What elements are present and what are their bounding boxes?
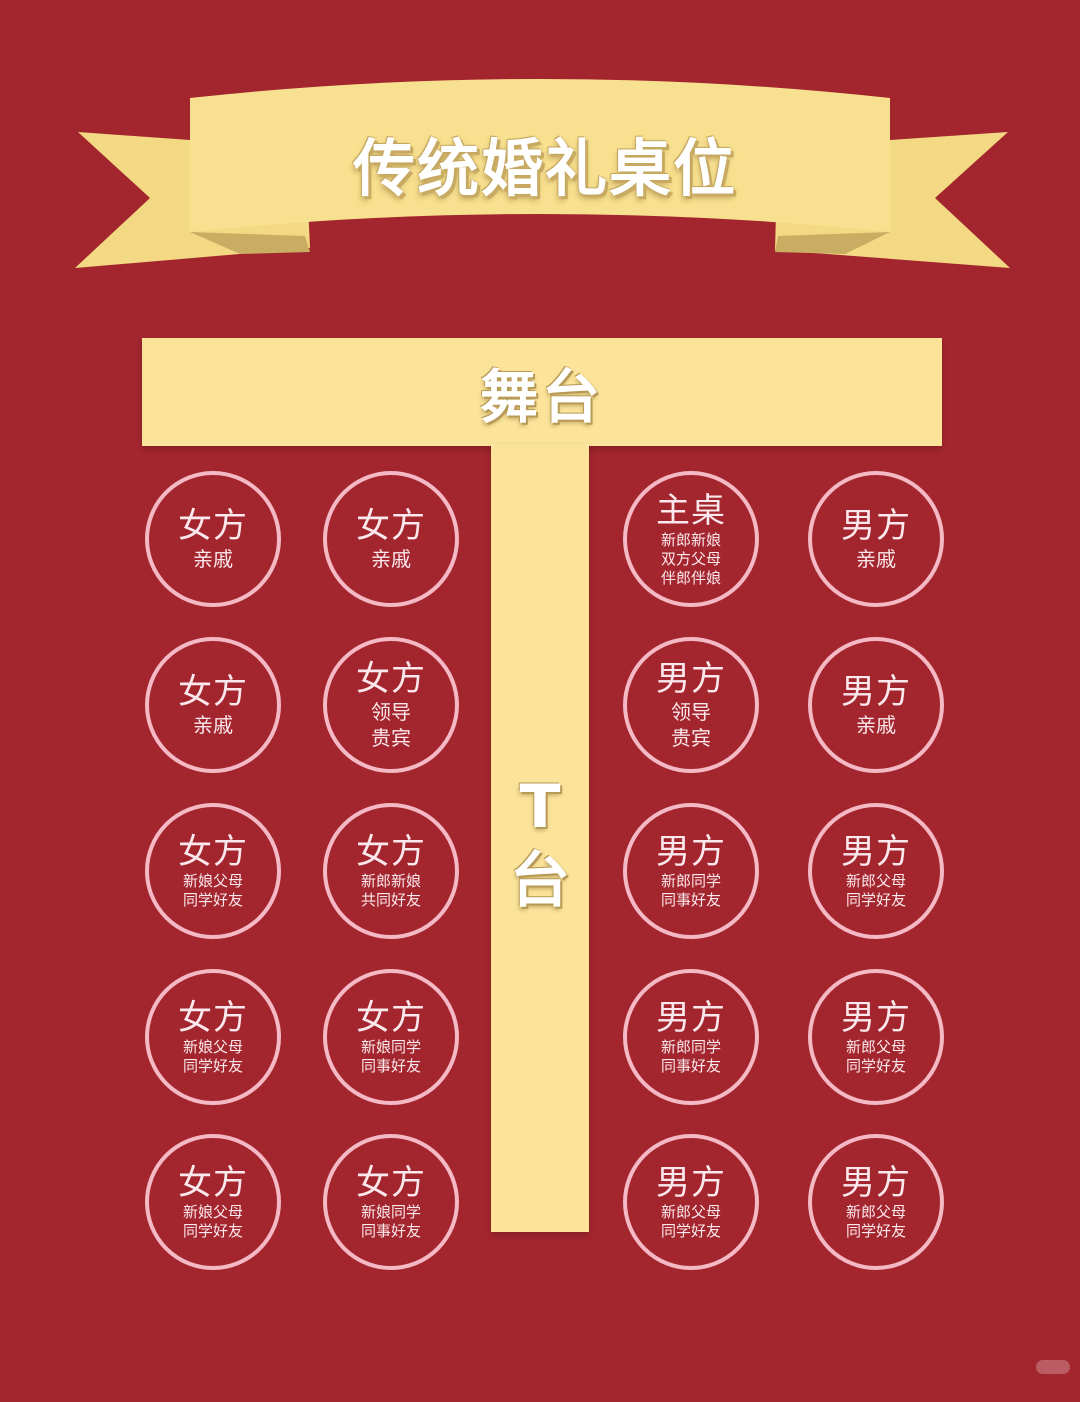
table-circle: 女方 新郎新娘 共同好友 [323,803,459,939]
table-circle: 男方 新郎父母 同学好友 [808,969,944,1105]
table-guest-label: 亲戚 [371,547,411,571]
table-guest-label: 同学好友 [182,891,243,909]
table-guest-label: 新娘同学 [360,1038,421,1056]
table-guest-label: 新郎新娘 [660,530,721,549]
table-guest-label: 同学好友 [845,1057,906,1075]
table-side-label: 女方 [178,506,248,546]
table-guest-label: 新郎父母 [845,1203,906,1221]
t-runway [491,444,589,1232]
table-circle: 女方 领导 贵宾 [323,637,459,773]
page-title: 传统婚礼桌位 [352,132,737,205]
table-guest-label: 领导 [671,700,711,724]
runway-label: T 台 [491,770,589,918]
stage-label: 舞台 [479,363,604,431]
table-guest-label: 同学好友 [660,1222,721,1240]
table-circle: 女方 亲戚 [145,471,281,607]
table-circle: 女方 亲戚 [323,471,459,607]
table-circle: 女方 新娘同学 同事好友 [323,1134,459,1270]
table-guest-label: 同学好友 [182,1057,243,1075]
table-side-label: 男方 [841,998,911,1038]
table-side-label: 主桌 [656,490,726,531]
table-guest-label: 亲戚 [193,547,233,571]
table-circle: 主桌 新郎新娘 双方父母 伴郎伴娘 [623,471,759,607]
table-circle: 男方 领导 贵宾 [623,637,759,773]
table-side-label: 男方 [841,506,911,546]
table-circle: 女方 新娘父母 同学好友 [145,803,281,939]
table-guest-label: 同事好友 [660,1057,721,1075]
table-side-label: 女方 [356,998,426,1038]
table-circle: 男方 新郎同学 同事好友 [623,803,759,939]
table-guest-label: 新郎父母 [845,1038,906,1056]
table-guest-label: 同事好友 [660,891,721,909]
ribbon-banner [75,79,1010,268]
table-circle: 男方 新郎父母 同学好友 [808,803,944,939]
table-guest-label: 贵宾 [671,726,711,750]
table-side-label: 男方 [841,672,911,712]
table-guest-label: 新郎同学 [660,872,721,890]
table-guest-label: 同学好友 [182,1222,243,1240]
table-side-label: 男方 [656,659,726,699]
table-guest-label: 新郎新娘 [360,872,421,890]
table-guest-label: 新娘父母 [182,1038,243,1056]
table-guest-label: 同学好友 [845,891,906,909]
table-guest-label: 亲戚 [193,713,233,737]
table-guest-label: 双方父母 [660,549,721,568]
table-circle: 女方 亲戚 [145,637,281,773]
table-guest-label: 同事好友 [360,1057,421,1075]
table-guest-label: 同学好友 [845,1222,906,1240]
table-guest-label: 新郎父母 [660,1203,721,1221]
table-side-label: 女方 [356,506,426,546]
table-guest-label: 新娘父母 [182,872,243,890]
table-circle: 女方 新娘父母 同学好友 [145,1134,281,1270]
table-guest-label: 领导 [371,700,411,724]
table-circle: 男方 亲戚 [808,471,944,607]
stage: 舞台 [142,338,942,446]
table-guest-label: 亲戚 [856,713,896,737]
table-guest-label: 贵宾 [371,726,411,750]
table-side-label: 男方 [656,998,726,1038]
table-side-label: 男方 [841,832,911,872]
table-guest-label: 新郎同学 [660,1038,721,1056]
ribbon-band [190,79,890,232]
table-guest-label: 新娘同学 [360,1203,421,1221]
ribbon-right-fold [775,232,890,254]
table-guest-label: 伴郎伴娘 [660,568,721,587]
table-circle: 男方 新郎父母 同学好友 [623,1134,759,1270]
table-guest-label: 新娘父母 [182,1203,243,1221]
ribbon-left-fold [190,232,310,254]
table-side-label: 男方 [656,1163,726,1203]
table-side-label: 女方 [178,832,248,872]
table-guest-label: 共同好友 [360,891,421,909]
table-guest-label: 亲戚 [856,547,896,571]
table-guest-label: 新郎父母 [845,872,906,890]
table-side-label: 女方 [356,659,426,699]
table-circle: 男方 新郎父母 同学好友 [808,1134,944,1270]
table-circle: 女方 新娘同学 同事好友 [323,969,459,1105]
table-guest-label: 同事好友 [360,1222,421,1240]
table-side-label: 女方 [356,1163,426,1203]
table-side-label: 女方 [178,1163,248,1203]
table-circle: 男方 亲戚 [808,637,944,773]
table-side-label: 女方 [178,998,248,1038]
table-circle: 女方 新娘父母 同学好友 [145,969,281,1105]
runway-label-line1: T [519,772,561,842]
table-side-label: 女方 [178,672,248,712]
table-side-label: 男方 [841,1163,911,1203]
runway-label-line2: 台 [510,846,570,916]
table-side-label: 男方 [656,832,726,872]
watermark-logo [1036,1360,1070,1374]
table-circle: 男方 新郎同学 同事好友 [623,969,759,1105]
table-side-label: 女方 [356,832,426,872]
